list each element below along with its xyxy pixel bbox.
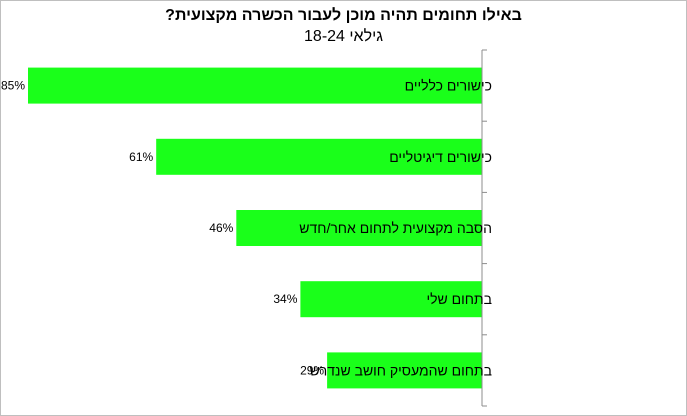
bar-1 [156, 138, 482, 175]
value-label-0: 85% [1, 79, 25, 93]
category-label-4: בתחום שהמעסיק חושב שנדרש [310, 362, 492, 378]
category-label-1: כישורים דיגיטליים [389, 149, 492, 165]
category-label-0: כישורים כלליים [405, 78, 492, 94]
bar-0 [28, 67, 482, 104]
chart-subtitle: גילאי 18-24 [304, 28, 383, 45]
value-label-1: 61% [129, 150, 153, 164]
value-label-2: 46% [209, 221, 233, 235]
category-label-3: בתחום שלי [426, 291, 492, 307]
chart-title: באילו תחומים תהיה מוכן לעבור הכשרה מקצוע… [165, 7, 522, 24]
bar-3 [300, 281, 482, 318]
value-label-3: 34% [273, 292, 297, 306]
bar-2 [236, 210, 482, 246]
bar-4 [327, 352, 482, 389]
category-label-2: הסבה מקצועית לתחום אחר/חדש [299, 220, 492, 236]
value-label-4: 29% [300, 363, 324, 377]
